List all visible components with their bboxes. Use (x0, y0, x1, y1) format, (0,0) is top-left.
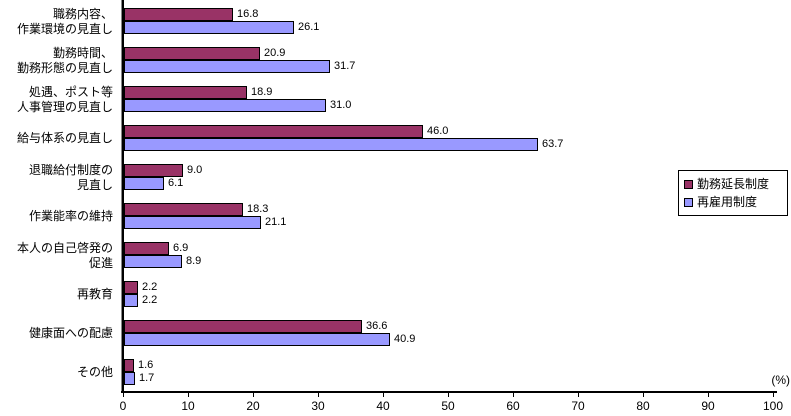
value-label: 31.0 (330, 99, 352, 111)
category-label: 健康面への配慮 (28, 326, 113, 340)
legend: 勤務延長制度 再雇用制度 (678, 170, 788, 216)
bar-series2 (124, 177, 164, 190)
x-axis-tick (253, 392, 254, 397)
bar-series2 (124, 21, 294, 34)
legend-label: 再雇用制度 (697, 195, 758, 209)
value-label: 18.3 (247, 203, 269, 215)
value-label: 9.0 (187, 164, 203, 176)
bar-series2 (124, 99, 326, 112)
value-label: 21.1 (265, 216, 287, 228)
bar-series2 (124, 216, 261, 229)
category-label: 退職給付制度の 見直し (28, 162, 113, 192)
value-label: 1.7 (139, 372, 155, 384)
category-label: 処遇、ポスト等 人事管理の見直し (16, 84, 113, 114)
bar-series2 (124, 294, 138, 307)
bar-series1 (124, 359, 134, 372)
x-axis-tick (318, 392, 319, 397)
category-label: 作業能率の維持 (28, 209, 113, 223)
x-axis-tick-label: 100 (762, 399, 784, 413)
x-axis-unit-label: (%) (771, 373, 790, 387)
x-axis-tick (513, 392, 514, 397)
bar-series2 (124, 372, 135, 385)
value-label: 26.1 (298, 21, 320, 33)
x-axis-tick (578, 392, 579, 397)
category-label: 給与体系の見直し (16, 131, 113, 145)
legend-label: 勤務延長制度 (697, 177, 770, 191)
x-axis-tick (188, 392, 189, 397)
x-axis-tick (123, 392, 124, 397)
value-label: 31.7 (334, 60, 356, 72)
bar-series2 (124, 60, 330, 73)
category-label: 本人の自己啓発の 促進 (16, 240, 113, 270)
bar-series1 (124, 320, 362, 333)
x-axis-tick-label: 60 (506, 399, 520, 413)
x-axis-tick-label: 80 (636, 399, 650, 413)
x-axis-tick (643, 392, 644, 397)
category-label: 勤務時間、 勤務形態の見直し (16, 45, 113, 75)
value-label: 8.9 (186, 255, 202, 267)
legend-marker-icon (684, 197, 693, 207)
x-axis-line (121, 391, 777, 393)
bar-series1 (124, 125, 423, 138)
value-label: 20.9 (264, 47, 286, 59)
value-label: 18.9 (251, 86, 273, 98)
category-label: その他 (76, 365, 113, 379)
x-axis-tick (448, 392, 449, 397)
bar-series2 (124, 255, 182, 268)
bar-series2 (124, 138, 538, 151)
x-axis-tick-label: 50 (441, 399, 455, 413)
bar-series1 (124, 281, 138, 294)
value-label: 46.0 (427, 125, 449, 137)
bar-series1 (124, 164, 183, 177)
x-axis-tick-label: 0 (119, 399, 127, 413)
value-label: 36.6 (366, 320, 388, 332)
bar-series1 (124, 8, 233, 21)
value-label: 2.2 (142, 281, 158, 293)
x-axis-tick (383, 392, 384, 397)
legend-marker-icon (684, 179, 693, 189)
x-axis-tick (773, 392, 774, 397)
value-label: 6.9 (173, 242, 189, 254)
value-label: 2.2 (142, 294, 158, 306)
legend-item: 勤務延長制度 (684, 175, 782, 193)
bar-series1 (124, 47, 260, 60)
bar-series2 (124, 333, 390, 346)
value-label: 1.6 (138, 359, 154, 371)
x-axis-tick-label: 20 (246, 399, 260, 413)
category-label: 職務内容、 作業環境の見直し (16, 6, 113, 36)
x-axis-tick-label: 10 (181, 399, 195, 413)
x-axis-tick (708, 392, 709, 397)
value-label: 40.9 (394, 333, 416, 345)
x-axis-tick-label: 90 (701, 399, 715, 413)
value-label: 63.7 (542, 138, 564, 150)
x-axis-tick-label: 30 (311, 399, 325, 413)
bar-series1 (124, 242, 169, 255)
bar-series1 (124, 203, 243, 216)
x-axis-tick-label: 40 (376, 399, 390, 413)
x-axis-tick-label: 70 (571, 399, 585, 413)
legend-item: 再雇用制度 (684, 193, 782, 211)
value-label: 16.8 (237, 8, 259, 20)
category-label: 再教育 (76, 287, 113, 301)
y-axis-line (121, 0, 124, 393)
value-label: 6.1 (168, 177, 184, 189)
bar-series1 (124, 86, 247, 99)
